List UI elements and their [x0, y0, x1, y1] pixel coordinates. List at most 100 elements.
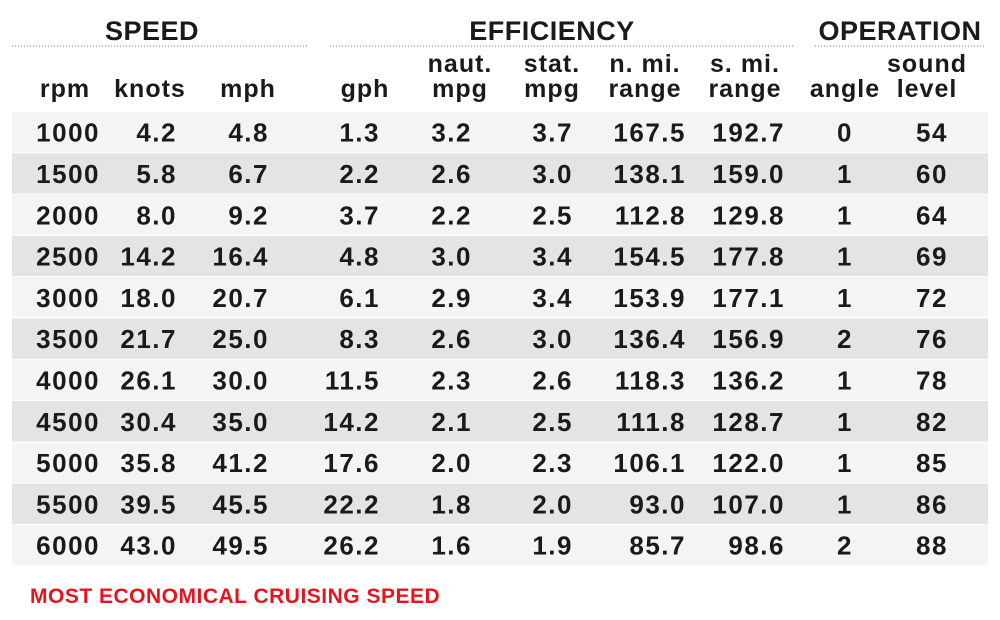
- column-header: knots: [114, 75, 186, 103]
- cell: 5500: [36, 489, 100, 519]
- row-band: [12, 153, 988, 194]
- cell: 1.3: [339, 118, 380, 148]
- cell: 1500: [36, 159, 100, 189]
- cell: 128.7: [712, 407, 785, 437]
- cell: 2.5: [532, 407, 573, 437]
- column-header: angle: [810, 75, 880, 103]
- cell: 5.8: [136, 159, 177, 189]
- cell: 3.0: [431, 242, 472, 272]
- cell: 3.7: [339, 200, 380, 230]
- cell: 1: [837, 283, 853, 313]
- cell: 41.2: [212, 448, 269, 478]
- cell: 4000: [36, 365, 100, 395]
- cell: 8.0: [136, 200, 177, 230]
- cell: 5000: [36, 448, 100, 478]
- cell: 1: [837, 407, 853, 437]
- cell: 69: [916, 242, 948, 272]
- cell: 60: [916, 159, 948, 189]
- cell: 2.9: [431, 283, 472, 313]
- cell: 106.1: [613, 448, 686, 478]
- cell: 22.2: [323, 489, 380, 519]
- column-header: rpm: [40, 75, 90, 103]
- cell: 122.0: [712, 448, 785, 478]
- cell: 136.4: [613, 324, 686, 354]
- cell: 85: [916, 448, 948, 478]
- row-band: [12, 359, 988, 401]
- cell: 0: [837, 118, 853, 148]
- cell: 6000: [36, 531, 100, 561]
- column-header: sound: [887, 50, 967, 78]
- cell: 156.9: [712, 324, 785, 354]
- cell: 1: [837, 242, 853, 272]
- cell: 86: [916, 489, 948, 519]
- cell: 85.7: [629, 531, 686, 561]
- cell: 93.0: [629, 489, 686, 519]
- cell: 30.4: [120, 407, 177, 437]
- cell: 3.2: [431, 118, 472, 148]
- cell: 1: [837, 489, 853, 519]
- row-band: [12, 525, 988, 566]
- cell: 2: [837, 531, 853, 561]
- cell: 2.1: [431, 407, 472, 437]
- row-band: [12, 235, 988, 277]
- row-band: [12, 401, 988, 442]
- cell: 154.5: [613, 242, 686, 272]
- cell: 9.2: [228, 200, 269, 230]
- cell: 26.1: [120, 365, 177, 395]
- cell: 118.3: [615, 365, 686, 395]
- cell: 3000: [36, 283, 100, 313]
- cell: 1: [837, 159, 853, 189]
- row-band: [12, 483, 988, 524]
- cell: 2.3: [532, 448, 573, 478]
- cell: 192.7: [712, 118, 785, 148]
- column-header: mpg: [432, 75, 488, 103]
- cell: 2.0: [532, 489, 573, 519]
- column-header: mpg: [524, 75, 580, 103]
- cell: 3.4: [532, 283, 573, 313]
- cell: 17.6: [323, 448, 380, 478]
- column-header: gph: [341, 75, 390, 103]
- cell: 4.8: [228, 118, 269, 148]
- cell: 21.7: [120, 324, 177, 354]
- cell: 3.4: [532, 242, 573, 272]
- cell: 2500: [36, 242, 100, 272]
- cell: 4500: [36, 407, 100, 437]
- cell: 2.2: [339, 159, 380, 189]
- cell: 1: [837, 365, 853, 395]
- cell: 112.8: [615, 200, 686, 230]
- group-title: EFFICIENCY: [469, 16, 635, 46]
- column-header: s. mi.: [710, 50, 780, 78]
- cell: 1: [837, 448, 853, 478]
- row-band: [12, 318, 988, 359]
- footnote: MOST ECONOMICAL CRUISING SPEED: [30, 585, 440, 608]
- cell: 159.0: [712, 159, 785, 189]
- cell: 78: [916, 365, 948, 395]
- cell: 30.0: [212, 365, 269, 395]
- cell: 2: [837, 324, 853, 354]
- column-header: mph: [220, 75, 276, 103]
- cell: 39.5: [120, 489, 177, 519]
- cell: 45.5: [212, 489, 269, 519]
- cell: 177.8: [712, 242, 785, 272]
- cell: 1000: [36, 118, 100, 148]
- cell: 2.6: [532, 365, 573, 395]
- cell: 3.0: [532, 324, 573, 354]
- column-header: range: [608, 75, 681, 103]
- cell: 88: [916, 531, 948, 561]
- column-header: naut.: [428, 50, 493, 78]
- cell: 107.0: [712, 489, 785, 519]
- cell: 2000: [36, 200, 100, 230]
- cell: 43.0: [120, 531, 177, 561]
- cell: 72: [916, 283, 948, 313]
- cell: 49.5: [212, 531, 269, 561]
- cell: 26.2: [323, 531, 380, 561]
- cell: 136.2: [712, 365, 785, 395]
- cell: 3500: [36, 324, 100, 354]
- row-band: [12, 112, 988, 153]
- cell: 1.6: [431, 531, 472, 561]
- cell: 3.0: [532, 159, 573, 189]
- cell: 4.8: [339, 242, 380, 272]
- cell: 35.8: [120, 448, 177, 478]
- column-header: range: [708, 75, 781, 103]
